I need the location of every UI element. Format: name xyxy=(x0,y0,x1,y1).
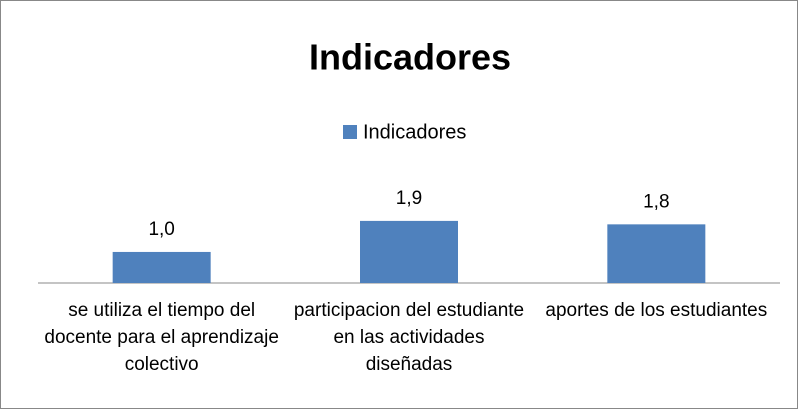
chart-title: Indicadores xyxy=(309,37,511,78)
x-tick-label: participacion del estudiante en las acti… xyxy=(293,300,525,375)
x-tick-label: aportes de los estudiantes xyxy=(545,300,768,321)
data-label: 1,8 xyxy=(643,191,669,212)
x-tick-label: se utiliza el tiempo del docente para el… xyxy=(44,300,279,375)
legend-label: Indicadores xyxy=(363,121,466,143)
legend-swatch xyxy=(343,125,357,139)
bar xyxy=(112,251,211,283)
bar xyxy=(607,224,706,283)
data-label: 1,9 xyxy=(396,188,422,209)
bar xyxy=(360,220,458,283)
data-label: 1,0 xyxy=(148,219,174,240)
